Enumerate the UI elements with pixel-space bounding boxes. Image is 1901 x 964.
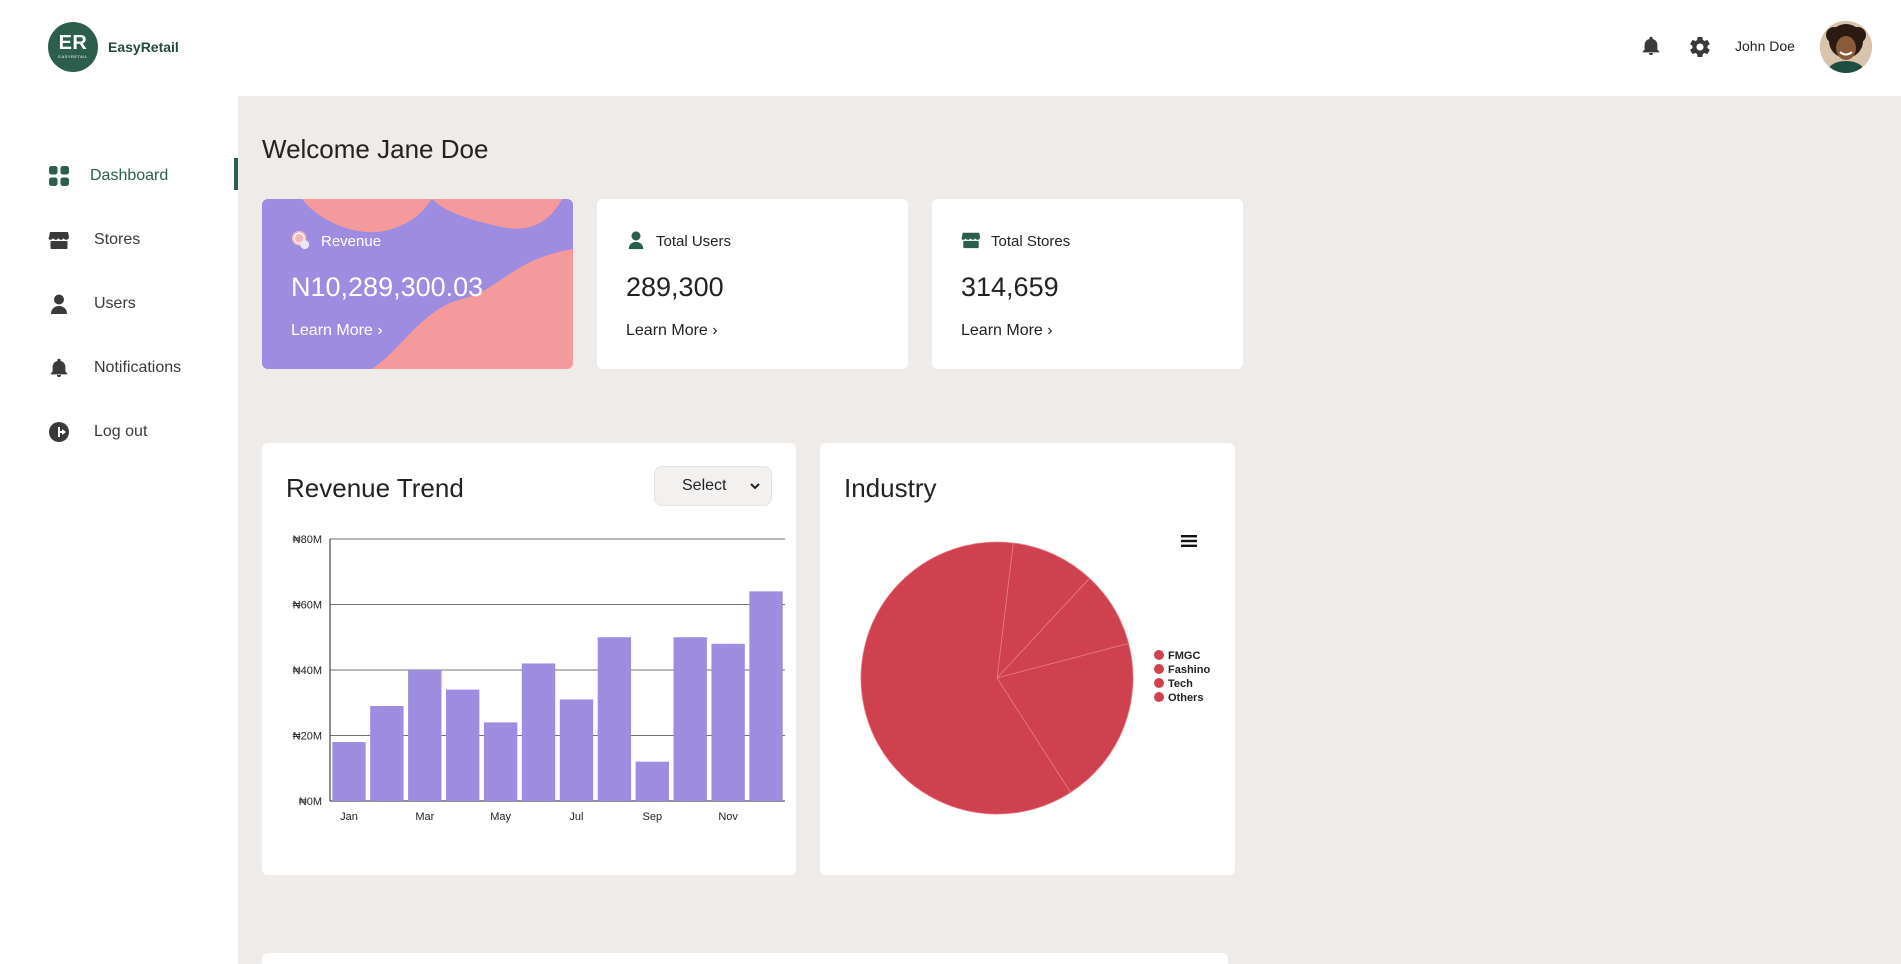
y-tick-label: ₦20M [293, 731, 322, 743]
page-title: Welcome Jane Doe [262, 134, 489, 164]
bar-apr [446, 689, 480, 801]
store-icon [48, 232, 69, 249]
legend-marker [1154, 664, 1164, 674]
total-users-card[interactable]: Total Users 289,300 Learn More › [597, 199, 908, 369]
bar-dec [749, 591, 783, 801]
bar-jul [559, 699, 594, 801]
pie-slice-fmgc [996, 542, 1091, 680]
legend-label: Tech [1168, 678, 1193, 690]
logo[interactable]: ER EASYRETAIL [48, 22, 98, 72]
revenue-trend-card: Revenue Trend Select ₦0M ₦20M ₦40M ₦60M ₦80M… [262, 443, 796, 875]
brand-name: EasyRetail [108, 39, 179, 55]
industry-card: Industry FMGC Fashino Tech Others [820, 443, 1235, 875]
bar-sep [635, 761, 669, 801]
chevron-down-icon [750, 483, 760, 490]
x-tick-label: Mar [415, 811, 434, 823]
revenue-trend-chart: ₦0M ₦20M ₦40M ₦60M ₦80M Jan Mar May Jul Sep Nov [293, 534, 785, 823]
legend-marker [1154, 678, 1164, 688]
bar-oct [673, 637, 707, 801]
x-tick-label: Jul [569, 811, 583, 823]
bar-aug [597, 637, 632, 801]
sidebar-item-label: Notifications [94, 359, 182, 376]
total-users-title: Total Users [656, 233, 732, 250]
revenue-learn-more-link[interactable]: Learn More › [291, 322, 383, 339]
revenue-card[interactable]: Revenue N10,289,300.03 Learn More › [262, 199, 573, 369]
user-icon [51, 294, 67, 314]
bottom-card [262, 953, 1228, 964]
sidebar-item-logout[interactable]: Log out [48, 414, 238, 450]
total-users-learn-more-link[interactable]: Learn More › [626, 322, 718, 339]
bell-icon [50, 358, 68, 378]
period-select[interactable]: Select [654, 466, 772, 506]
sidebar-item-label: Stores [94, 231, 141, 248]
menu-icon[interactable] [1181, 534, 1197, 548]
period-select-label: Select [682, 477, 727, 494]
sidebar-item-label: Users [94, 295, 136, 312]
legend-marker [1154, 650, 1164, 660]
sidebar-item-dashboard[interactable]: Dashboard [48, 158, 238, 194]
store-icon [961, 232, 981, 249]
x-tick-label: May [490, 811, 511, 823]
total-stores-learn-more-link[interactable]: Learn More › [961, 322, 1053, 339]
total-stores-value: 314,659 [961, 272, 1059, 302]
legend-label: Others [1168, 692, 1203, 704]
logout-icon [49, 422, 69, 442]
bar-nov [711, 643, 745, 801]
y-tick-label: ₦80M [293, 534, 322, 546]
industry-pie-chart: FMGC Fashino Tech Others [860, 541, 1210, 815]
legend-marker [1154, 692, 1164, 702]
user-icon [628, 231, 644, 250]
x-tick-label: Nov [718, 811, 738, 823]
pie-slice-others [860, 541, 1072, 815]
x-tick-label: Jan [340, 811, 358, 823]
active-indicator [234, 158, 238, 190]
sidebar-item-label: Dashboard [90, 167, 169, 184]
sidebar-item-label: Log out [94, 423, 148, 440]
bar-feb [370, 706, 404, 801]
total-stores-title: Total Stores [991, 233, 1071, 250]
industry-title: Industry [844, 473, 937, 503]
revenue-title: Revenue [321, 233, 382, 250]
legend-label: Fashino [1168, 664, 1210, 676]
sidebar-item-stores[interactable]: Stores [48, 222, 238, 258]
x-tick-label: Sep [643, 811, 663, 823]
main-content: Welcome Jane Doe Revenue N10,289,300.03 … [238, 96, 1901, 964]
y-tick-label: ₦0M [299, 796, 322, 808]
coins-icon [291, 230, 310, 250]
legend-label: FMGC [1168, 650, 1200, 662]
pie-slice-tech [996, 642, 1134, 793]
logo-subtext: EASYRETAIL [58, 54, 88, 59]
total-users-value: 289,300 [626, 272, 724, 302]
bar-jun [521, 663, 556, 801]
top-header: ER EASYRETAIL EasyRetail John Doe [0, 0, 1901, 96]
y-tick-label: ₦40M [293, 665, 322, 677]
bell-icon[interactable] [1640, 34, 1662, 58]
bar-may [483, 722, 518, 801]
revenue-card-background [262, 199, 573, 369]
user-name[interactable]: John Doe [1735, 38, 1795, 54]
sidebar: Dashboard Stores Users Notifications Log… [0, 96, 238, 964]
bar-mar [408, 670, 442, 801]
sidebar-item-users[interactable]: Users [48, 286, 238, 322]
sidebar-item-notifications[interactable]: Notifications [48, 350, 238, 386]
logo-initials: ER [58, 32, 88, 54]
gear-icon[interactable] [1688, 35, 1712, 59]
bar-jan [332, 742, 366, 801]
revenue-value: N10,289,300.03 [291, 272, 484, 302]
revenue-trend-title: Revenue Trend [286, 473, 464, 503]
avatar[interactable] [1820, 21, 1872, 73]
y-tick-label: ₦60M [293, 600, 322, 612]
total-stores-card[interactable]: Total Stores 314,659 Learn More › [932, 199, 1243, 369]
grid-icon [49, 166, 69, 186]
